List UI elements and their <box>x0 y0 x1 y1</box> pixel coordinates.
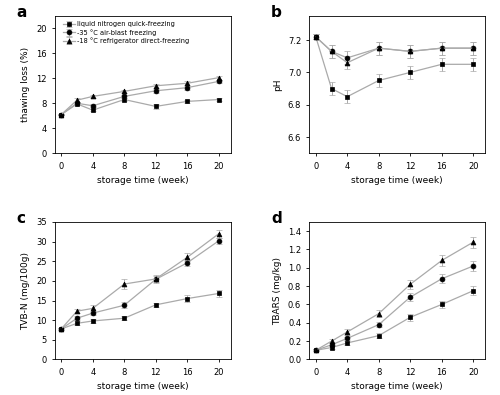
X-axis label: storage time (week): storage time (week) <box>97 382 188 391</box>
Y-axis label: thawing loss (%): thawing loss (%) <box>22 47 30 122</box>
Text: b: b <box>271 5 282 20</box>
Legend: liquid nitrogen quick-freezing, -35 °C air-blast freezing, -18 °C refrigerator d: liquid nitrogen quick-freezing, -35 °C a… <box>62 21 190 45</box>
Y-axis label: TVB-N (mg/100g): TVB-N (mg/100g) <box>22 252 30 330</box>
Text: c: c <box>16 211 26 226</box>
Y-axis label: pH: pH <box>273 78 282 91</box>
Y-axis label: TBARS (mg/kg): TBARS (mg/kg) <box>274 257 282 325</box>
Text: a: a <box>16 5 27 20</box>
X-axis label: storage time (week): storage time (week) <box>97 176 188 185</box>
Text: d: d <box>271 211 281 226</box>
X-axis label: storage time (week): storage time (week) <box>352 382 443 391</box>
X-axis label: storage time (week): storage time (week) <box>352 176 443 185</box>
